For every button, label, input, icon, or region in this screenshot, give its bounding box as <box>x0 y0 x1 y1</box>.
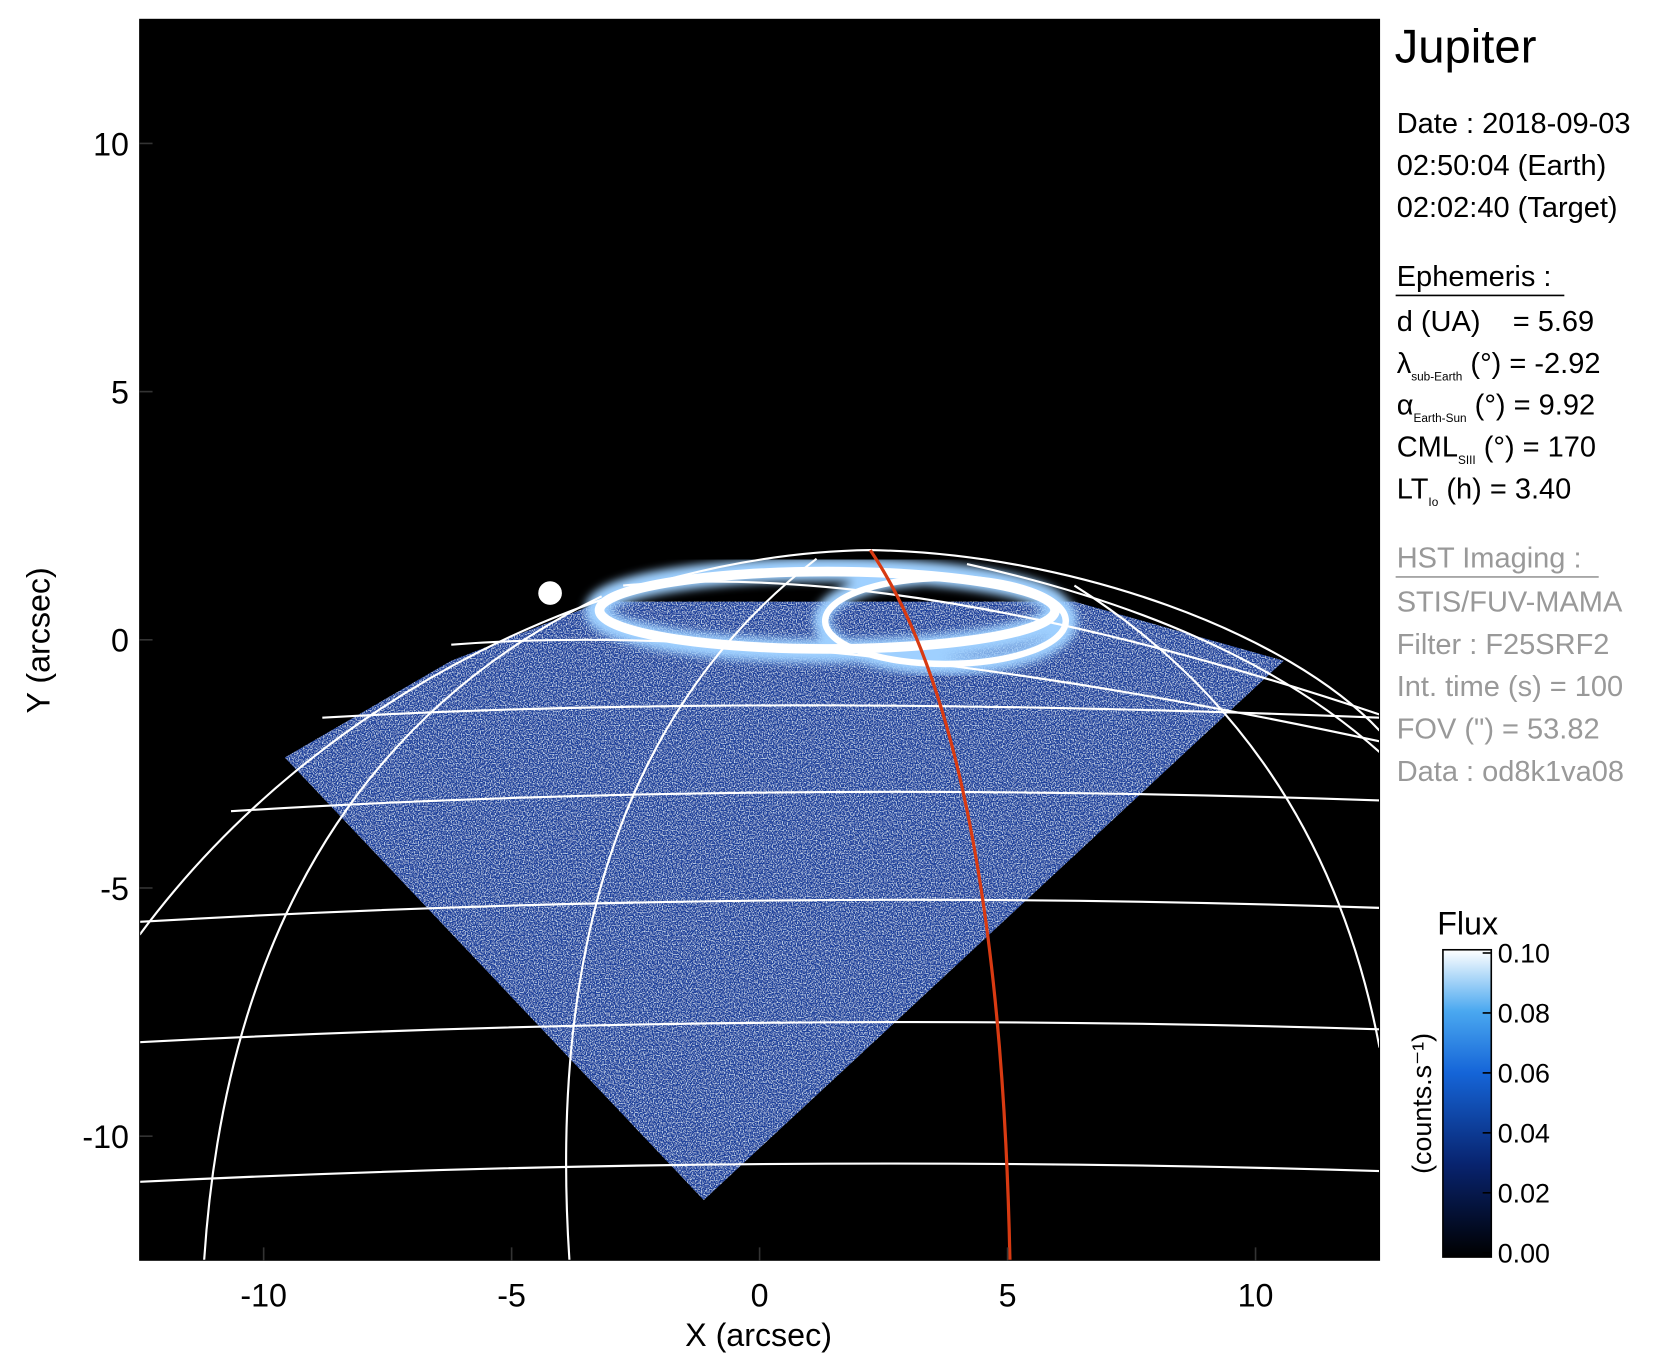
y-tick-label: -10 <box>82 1119 129 1155</box>
x-tick-label: 10 <box>1238 1277 1274 1313</box>
aurora-oval <box>594 566 1060 654</box>
ephemeris-line: d (UA) = 5.69 <box>1397 306 1594 338</box>
colorbar-tick-label: 0.08 <box>1498 999 1550 1029</box>
y-tick-label: -5 <box>100 871 129 907</box>
ephemeris-sub: Io <box>1428 495 1438 509</box>
y-tick-label: 5 <box>111 374 129 410</box>
ephemeris-main: λ <box>1397 348 1412 380</box>
colorbar-label: Flux <box>1437 906 1498 942</box>
ephemeris-rest: (h) = 3.40 <box>1438 474 1571 506</box>
colorbar-tick-label: 0.00 <box>1498 1238 1550 1268</box>
colorbar-tick-label: 0.06 <box>1498 1059 1550 1089</box>
ephemeris-sub: sub-Earth <box>1411 369 1462 383</box>
imaging-line: Filter : F25SRF2 <box>1397 629 1610 661</box>
title: Jupiter <box>1395 20 1537 73</box>
colorbar-tick-label: 0.04 <box>1498 1119 1550 1149</box>
y-axis-label: Y (arcsec) <box>20 567 56 713</box>
ephemeris-sub: SIII <box>1458 453 1476 467</box>
imaging-line: Data : od8k1va08 <box>1397 756 1624 788</box>
x-tick-label: -10 <box>240 1277 287 1313</box>
imaging-line: Int. time (s) = 100 <box>1397 671 1623 703</box>
ephemeris-main: LT <box>1397 474 1429 506</box>
colorbar-units: (counts.s⁻¹) <box>1407 1033 1437 1174</box>
y-tick-label: 0 <box>111 623 129 659</box>
x-tick-label: 0 <box>751 1277 769 1313</box>
x-tick-label: 5 <box>999 1277 1017 1313</box>
ephemeris-rest: (°) = 170 <box>1476 432 1596 464</box>
x-axis-label: X (arcsec) <box>685 1317 832 1353</box>
date-line: 02:02:40 (Target) <box>1397 192 1618 224</box>
colorbar <box>1442 948 1493 1258</box>
ephemeris-line: αEarth-Sun (°) = 9.92 <box>1397 390 1595 426</box>
ephemeris-sub: Earth-Sun <box>1413 411 1466 425</box>
ephemeris-main: d (UA) = 5.69 <box>1397 306 1594 338</box>
graticule <box>138 549 1381 1261</box>
aurora-inner <box>821 574 1070 668</box>
ephemeris-line: λsub-Earth (°) = -2.92 <box>1397 348 1601 384</box>
figure-group: X (arcsec) Y (arcsec) Jupiter Flux (coun… <box>20 18 1631 1353</box>
ephemeris-line: LTIo (h) = 3.40 <box>1397 474 1572 510</box>
ephemeris-rest: (°) = -2.92 <box>1462 348 1600 380</box>
ephemeris-line: CMLSIII (°) = 170 <box>1397 432 1596 468</box>
io-spot <box>538 581 562 605</box>
ephemeris-heading: Ephemeris : <box>1397 261 1552 293</box>
ephemeris-rest: (°) = 9.92 <box>1467 390 1595 422</box>
y-tick-label: 10 <box>93 126 129 162</box>
ephemeris-main: α <box>1397 390 1414 422</box>
date-line: Date : 2018-09-03 <box>1397 108 1631 140</box>
imaging-line: FOV (") = 53.82 <box>1397 714 1600 746</box>
imaging-line: STIS/FUV-MAMA <box>1397 586 1623 618</box>
colorbar-tick-label: 0.02 <box>1498 1178 1550 1208</box>
imaging-heading: HST Imaging : <box>1397 542 1582 574</box>
x-tick-label: -5 <box>497 1277 526 1313</box>
date-line: 02:50:04 (Earth) <box>1397 150 1607 182</box>
central-meridian <box>868 549 1012 1261</box>
ephemeris-main: CML <box>1397 432 1458 464</box>
colorbar-tick-label: 0.10 <box>1498 939 1550 969</box>
